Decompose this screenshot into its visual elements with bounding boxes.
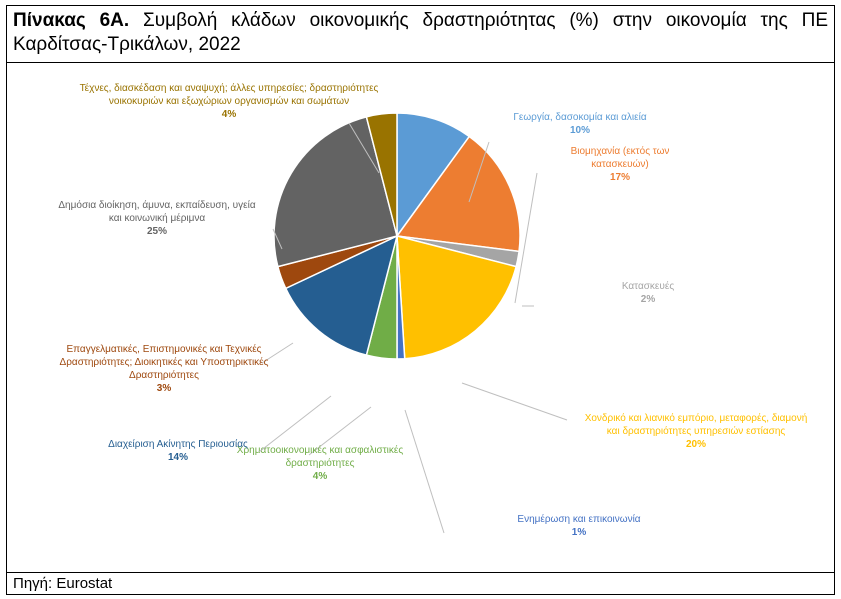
slice-value-label: 2% xyxy=(641,294,656,305)
slice-label: Επαγγελματικές, Επιστημονικές και Τεχνικ… xyxy=(60,343,269,394)
slice-category-label: Διαχείριση Ακίνητης Περιουσίας xyxy=(108,438,248,450)
figure-header: Πίνακας 6Α. Συμβολή κλάδων οικονομικής δ… xyxy=(7,6,834,63)
slice-value-label: 14% xyxy=(168,452,188,463)
slice-value-label: 4% xyxy=(222,109,237,120)
slice-category-label: Επαγγελματικές, Επιστημονικές και Τεχνικ… xyxy=(67,343,262,355)
slice-value-label: 25% xyxy=(147,226,167,237)
slice-value-label: 10% xyxy=(570,125,590,136)
slice-label: Χρηματοοικονομικές και ασφαλιστικές δραστ… xyxy=(237,444,404,482)
slice-category-label: Χρηματοοικονομικές και ασφαλιστικές xyxy=(237,444,404,456)
slice-label: Βιομηχανία (εκτός των κατασκευών) 17% xyxy=(571,145,670,183)
pie-chart: Γεωργία, δασοκομία και αλιεία 10% Βιομηχαν… xyxy=(58,82,808,538)
pie-slice xyxy=(365,112,398,237)
table-number: Πίνακας 6Α. xyxy=(13,10,130,31)
slice-category-label: Δραστηριότητες; Διοικητικές και Υποστηρι… xyxy=(60,356,269,368)
slice-value-label: 20% xyxy=(686,439,706,450)
slice-category-label: Τέχνες, διασκέδαση και αναψυχή; άλλες υπ… xyxy=(80,82,379,94)
slice-value-label: 4% xyxy=(313,471,328,482)
slice-category-label: δραστηριότητες xyxy=(286,457,355,469)
slice-category-label: και δραστηριότητες υπηρεσιών εστίασης xyxy=(607,425,786,437)
slice-value-label: 3% xyxy=(157,383,172,394)
slice-category-label: Βιομηχανία (εκτός των xyxy=(571,145,670,157)
slice-label: Κατασκευές 2% xyxy=(622,280,674,305)
leader-line xyxy=(514,172,538,304)
pie-slices xyxy=(273,112,521,360)
slice-label: Ενημέρωση και επικοινωνία 1% xyxy=(517,513,640,538)
source-note: Πηγή: Eurostat xyxy=(13,575,113,592)
slice-category-label: κατασκευών) xyxy=(591,158,649,170)
pie-slice xyxy=(395,135,521,253)
leader-line xyxy=(272,228,283,250)
slice-label: Δημόσια διοίκηση, άμυνα, εκπαίδευση, υγε… xyxy=(58,199,255,237)
leader-line xyxy=(404,409,445,534)
leader-line xyxy=(461,382,568,421)
slice-category-label: και κοινωνική μέριμνα xyxy=(109,212,206,224)
pie-slice xyxy=(396,112,471,239)
leader-line xyxy=(468,141,490,203)
leader-line xyxy=(308,406,372,456)
pie-slice xyxy=(284,234,399,357)
figure-title: Συμβολή κλάδων οικονομικής δραστηριότητα… xyxy=(13,10,828,55)
leader-line xyxy=(258,395,332,453)
slice-value-label: 17% xyxy=(610,172,630,183)
pie-slice xyxy=(396,235,518,360)
slice-label: Γεωργία, δασοκομία και αλιεία 10% xyxy=(513,111,646,136)
leader-line xyxy=(348,122,380,174)
slice-category-label: νοικοκυριών και εξωχώριων οργανισμών και… xyxy=(109,95,349,107)
slice-category-label: Ενημέρωση και επικοινωνία xyxy=(517,513,640,525)
figure-frame: Πίνακας 6Α. Συμβολή κλάδων οικονομικής δ… xyxy=(6,5,835,595)
slice-category-label: Γεωργία, δασοκομία και αλιεία xyxy=(513,111,646,123)
slice-category-label: Δραστηριότητες xyxy=(129,369,199,381)
slice-category-label: Κατασκευές xyxy=(622,280,674,292)
slice-label: Χονδρικό και λιανικό εμπόριο, μεταφορές,… xyxy=(585,412,808,450)
chart-area: Γεωργία, δασοκομία και αλιεία 10% Βιομηχαν… xyxy=(7,63,834,573)
slice-category-label: Δημόσια διοίκηση, άμυνα, εκπαίδευση, υγε… xyxy=(58,199,255,211)
slice-label: Τέχνες, διασκέδαση και αναψυχή; άλλες υπ… xyxy=(80,82,379,120)
pie-slice xyxy=(273,115,398,268)
slice-label: Διαχείριση Ακίνητης Περιουσίας 14% xyxy=(108,438,248,463)
slice-category-label: Χονδρικό και λιανικό εμπόριο, μεταφορές,… xyxy=(585,412,808,424)
leader-line xyxy=(261,342,294,364)
slice-value-label: 1% xyxy=(572,527,587,538)
